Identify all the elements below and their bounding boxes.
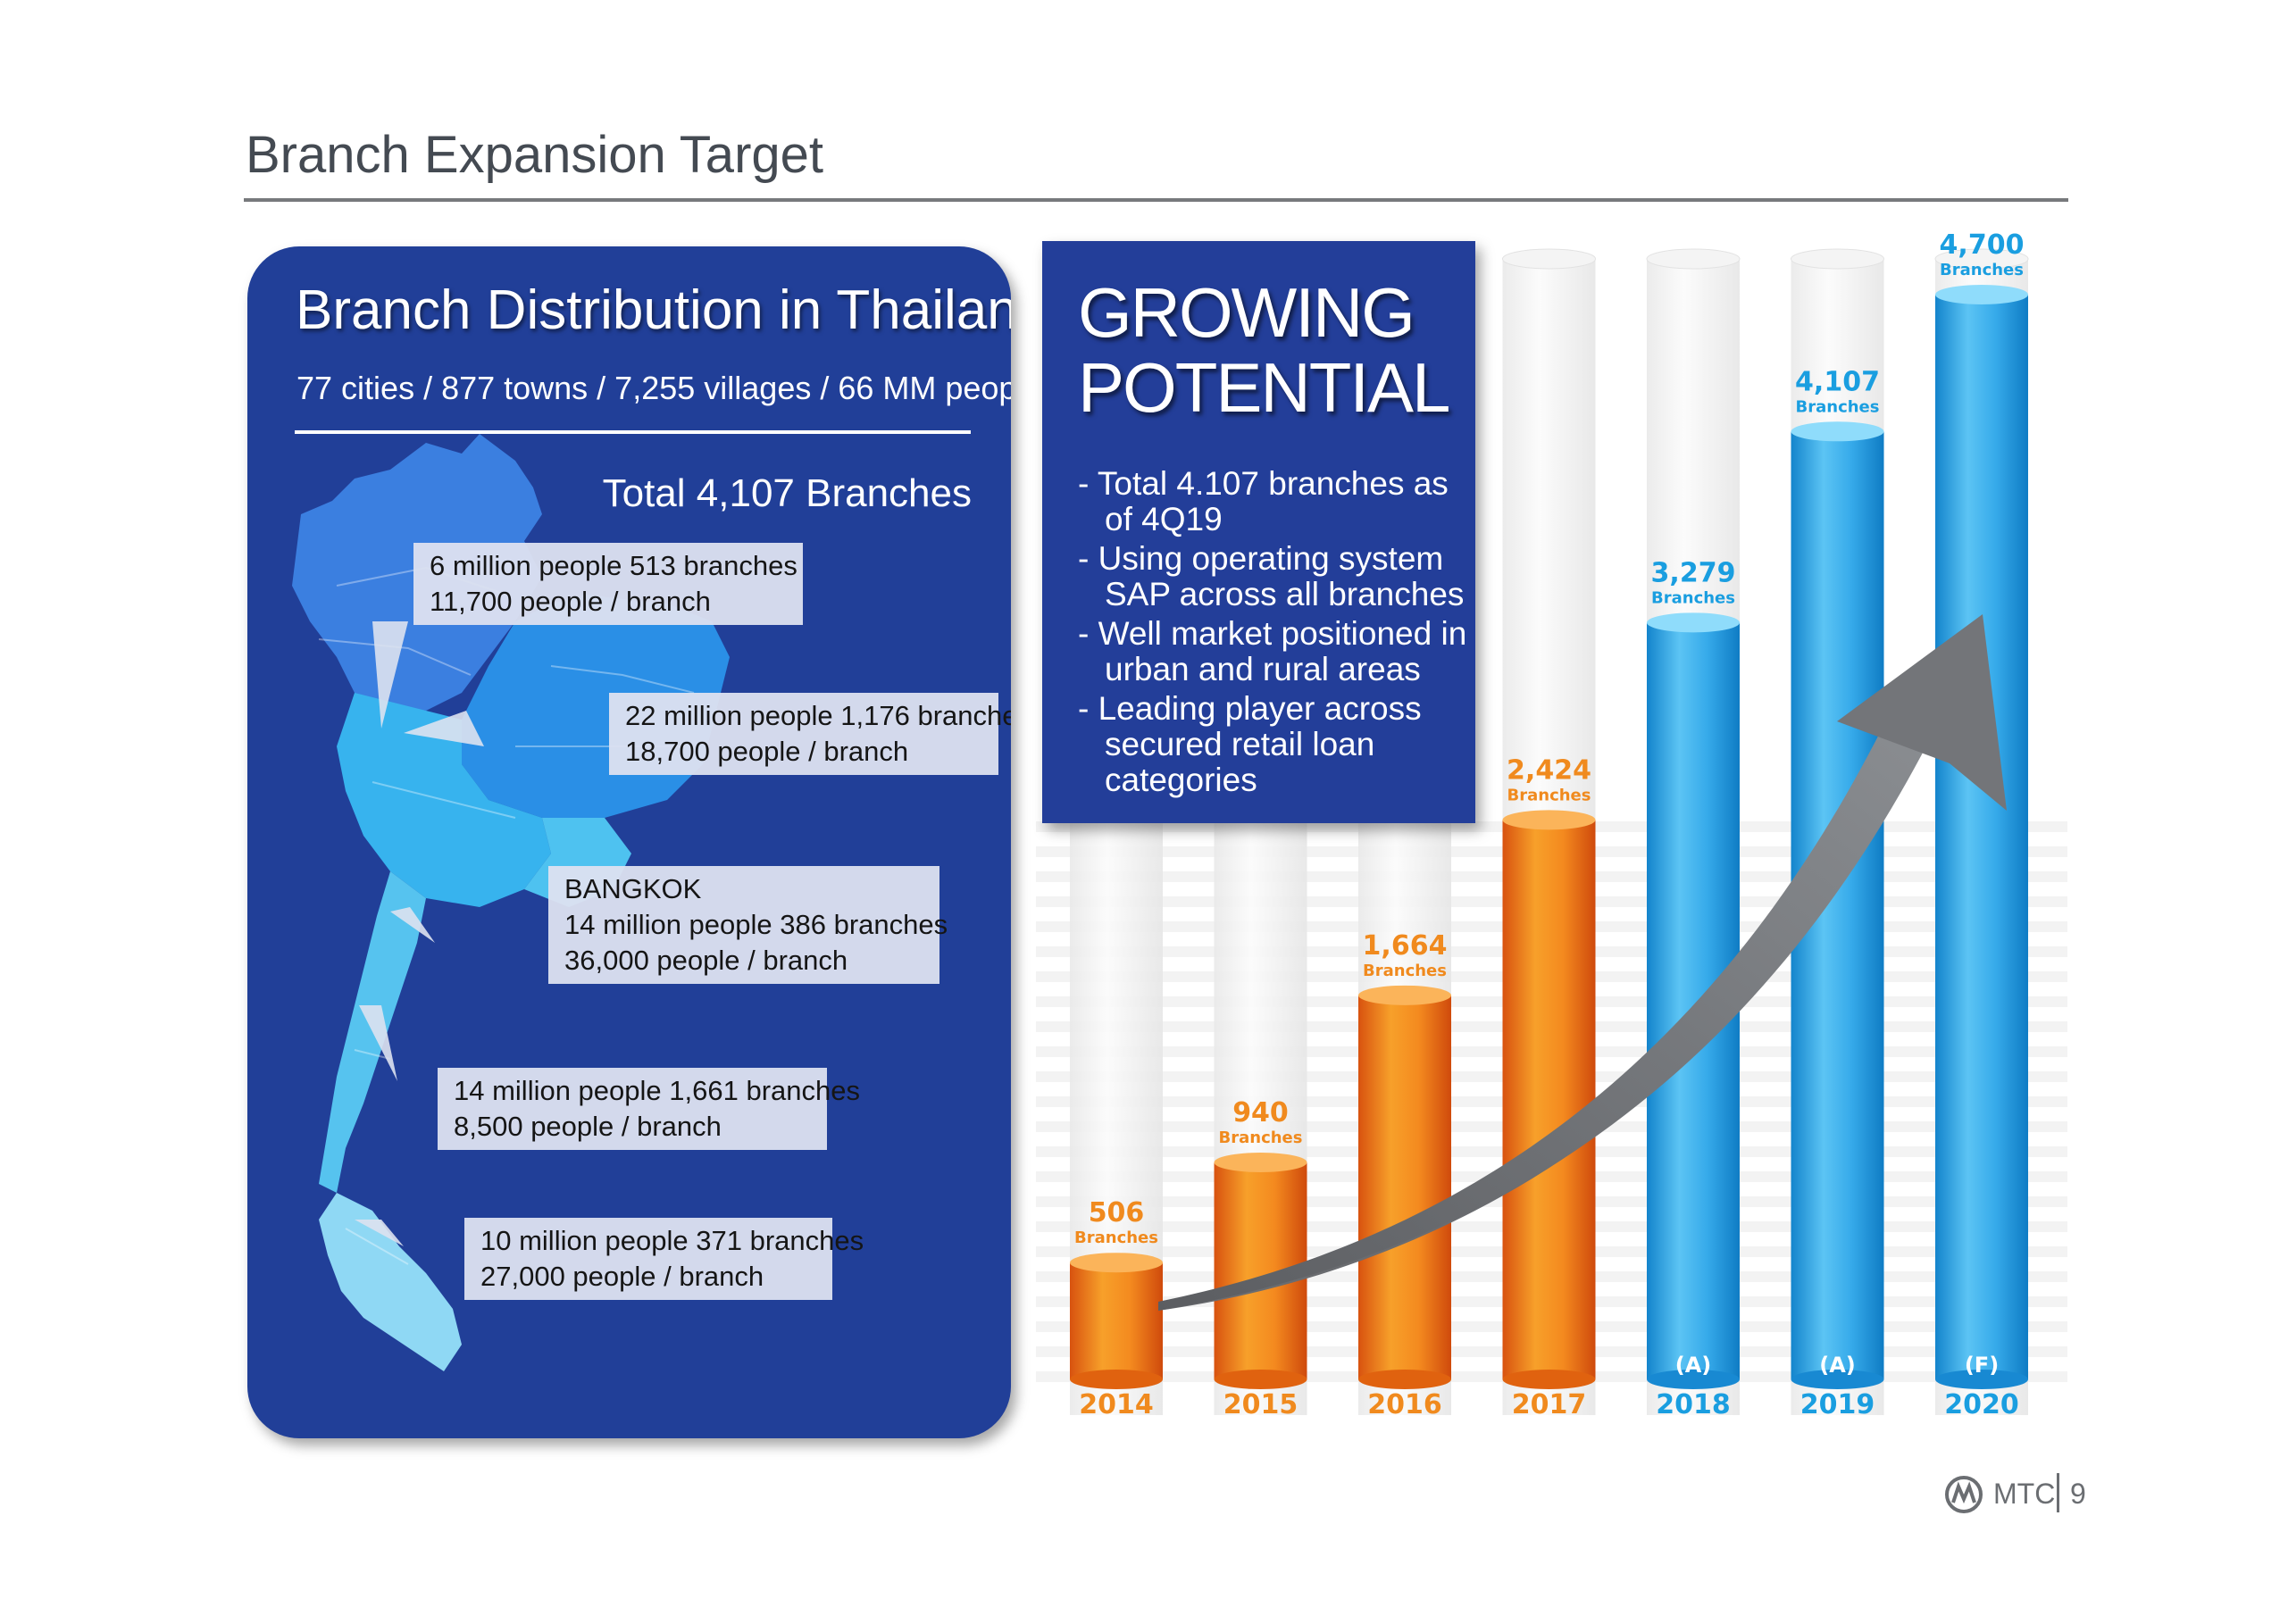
total-branches-label: Total 4,107 Branches: [602, 471, 972, 515]
bar-base: [1070, 1370, 1163, 1389]
footer-brand: MTC: [1993, 1478, 2056, 1510]
bar-cap: [1070, 1253, 1163, 1273]
bar-2017: [1502, 820, 1596, 1379]
bar-value-label: 2,424: [1507, 754, 1591, 786]
category-label: 2016: [1367, 1389, 1442, 1420]
bar-cap: [1791, 421, 1884, 442]
page-title: Branch Expansion Target: [246, 126, 824, 184]
callout-line: 22 million people 1,176 branches: [625, 700, 1011, 731]
bar-base: [1214, 1370, 1307, 1389]
category-label: 2015: [1223, 1389, 1298, 1420]
bar-background-cap: [1791, 248, 1884, 270]
bar-value-label: 1,664: [1363, 930, 1448, 962]
callout-line: 27,000 people / branch: [480, 1261, 764, 1292]
category-label: 2020: [1944, 1389, 2019, 1420]
bullet-item: - Total 4.107 branches as of 4Q19: [1078, 465, 1449, 537]
bar-value-label: 3,279: [1651, 557, 1736, 588]
map-region-south-upper: [319, 871, 426, 1193]
bar-cap: [1214, 1153, 1307, 1172]
callout-line: 11,700 people / branch: [430, 586, 711, 617]
bar-cap: [1502, 810, 1596, 830]
heading-line-2: POTENTIAL: [1078, 348, 1450, 427]
bar-cap: [1647, 612, 1740, 633]
callout-line: 8,500 people / branch: [454, 1111, 722, 1142]
bar-unit-label: Branches: [1651, 588, 1735, 607]
category-label: 2019: [1800, 1389, 1875, 1420]
bar-status-label: (A): [1675, 1353, 1712, 1378]
map-region-south-lower: [319, 1193, 462, 1371]
bar-background-cap: [1646, 248, 1741, 270]
bar-background-cap: [1934, 248, 2029, 270]
bar-unit-label: Branches: [1940, 261, 2024, 279]
map-region-central: [337, 693, 551, 907]
bar-base: [1791, 1370, 1884, 1389]
callout-line: 14 million people 1,661 branches: [454, 1075, 860, 1106]
bar-unit-label: Branches: [1363, 962, 1447, 980]
bar-cap: [1358, 985, 1451, 1005]
callout-line: BANGKOK: [564, 873, 702, 904]
bar-2014: [1070, 1262, 1163, 1379]
distribution-divider: [295, 430, 971, 434]
category-label: 2018: [1656, 1389, 1731, 1420]
bar-background-cap: [1502, 248, 1596, 270]
heading-line-1: GROWING: [1078, 273, 1415, 352]
bar-2020: [1935, 295, 2028, 1379]
distribution-title: Branch Distribution in Thailand: [296, 279, 1011, 341]
region-callout-north: 6 million people 513 branches 11,700 peo…: [413, 543, 803, 625]
bar-cap: [1935, 285, 2028, 304]
bar-status-label: (F): [1965, 1353, 1999, 1378]
branch-distribution-panel: Branch Distribution in Thailand 77 citie…: [247, 246, 1011, 1438]
bar-base: [1502, 1370, 1596, 1389]
bullet-item: - Using operating system SAP across all …: [1078, 540, 1465, 612]
bar-unit-label: Branches: [1796, 397, 1880, 416]
footer-separator: [2057, 1473, 2059, 1512]
bar-value-label: 4,700: [1940, 229, 2025, 261]
title-divider: [244, 198, 2068, 202]
growing-potential-bullets: - Total 4.107 branches as of 4Q19 - Usin…: [1078, 466, 1471, 802]
category-label: 2017: [1512, 1389, 1587, 1420]
callout-pointer-northeast: [404, 711, 484, 746]
bar-status-label: (A): [1819, 1353, 1856, 1378]
mtc-logo-icon: [1945, 1476, 1983, 1513]
callout-pointer-south-lower: [355, 1220, 404, 1246]
bar-unit-label: Branches: [1074, 1228, 1158, 1247]
bar-2016: [1358, 995, 1451, 1379]
callout-line: 6 million people 513 branches: [430, 550, 797, 581]
bar-unit-label: Branches: [1507, 786, 1591, 804]
bullet-item: - Leading player across secured retail l…: [1078, 690, 1422, 798]
region-callout-south-lower: 10 million people 371 branches 27,000 pe…: [464, 1218, 864, 1300]
bar-unit-label: Branches: [1219, 1128, 1303, 1147]
callout-pointer-north: [372, 621, 408, 729]
bar-base: [1647, 1370, 1740, 1389]
callout-line: 36,000 people / branch: [564, 945, 848, 976]
distribution-subtitle: 77 cities / 877 towns / 7,255 villages /…: [296, 370, 1011, 406]
bullet-item: - Well market positioned in urban and ru…: [1078, 615, 1467, 687]
bar-base: [1358, 1370, 1451, 1389]
growing-potential-panel: GROWING POTENTIAL - Total 4.107 branches…: [1042, 241, 1475, 823]
callout-line: 14 million people 386 branches: [564, 909, 948, 940]
growing-potential-heading: GROWING POTENTIAL: [1078, 273, 1450, 427]
callout-line: 18,700 people / branch: [625, 736, 909, 767]
bar-value-label: 4,107: [1795, 366, 1880, 397]
region-callout-bangkok: BANGKOK 14 million people 386 branches 3…: [548, 866, 948, 984]
region-callout-northeast: 22 million people 1,176 branches 18,700 …: [609, 693, 1011, 775]
page-number: 9: [2070, 1478, 2086, 1510]
region-callout-south-upper: 14 million people 1,661 branches 8,500 p…: [438, 1068, 860, 1150]
callout-pointer-south-upper: [359, 1005, 397, 1081]
callout-pointer-bangkok: [390, 907, 435, 943]
bar-value-label: 940: [1232, 1097, 1289, 1128]
bar-base: [1935, 1370, 2028, 1389]
callout-line: 10 million people 371 branches: [480, 1225, 864, 1256]
thailand-map: [292, 434, 730, 1371]
category-label: 2014: [1079, 1389, 1154, 1420]
trend-arrow-head: [1837, 614, 2007, 811]
bar-value-label: 506: [1089, 1197, 1145, 1228]
